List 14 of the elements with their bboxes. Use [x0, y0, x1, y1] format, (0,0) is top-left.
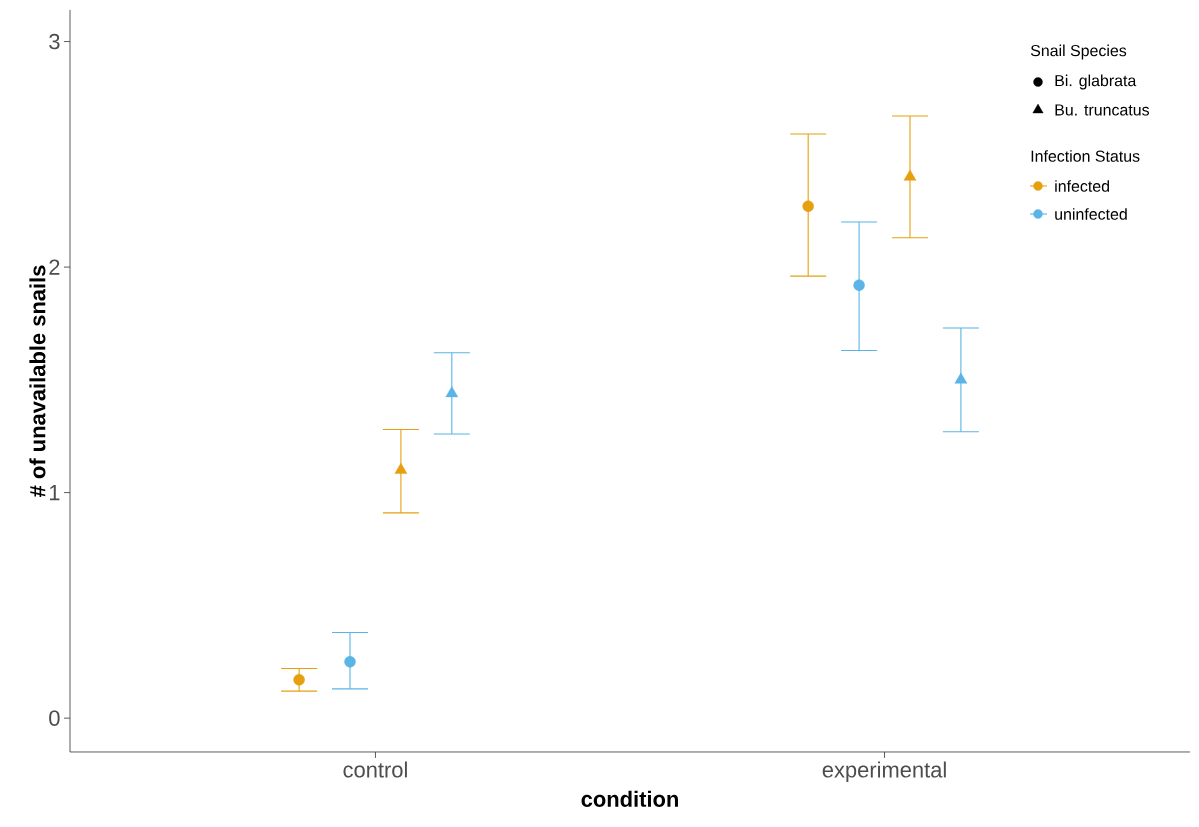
legend-label: uninfected [1055, 208, 1127, 220]
annotation: Bu. truncatus [1055, 104, 1150, 116]
legend-label: infected [1055, 180, 1110, 192]
y-axis-title: # of unavailable snails [29, 265, 46, 497]
y-tick-label: 0 [49, 710, 60, 726]
x-tick-label: experimental [822, 761, 946, 782]
legend-title: Infection Status [1031, 150, 1140, 162]
annotation: Bi. glabrata [1055, 74, 1137, 90]
x-axis-title: condition [581, 790, 678, 807]
y-tick-label: 3 [49, 33, 60, 50]
annotation: Snail Species [1030, 44, 1127, 60]
y-tick-label: 1 [49, 485, 60, 501]
x-tick-label: control [343, 761, 407, 778]
y-tick-label: 2 [49, 259, 60, 275]
